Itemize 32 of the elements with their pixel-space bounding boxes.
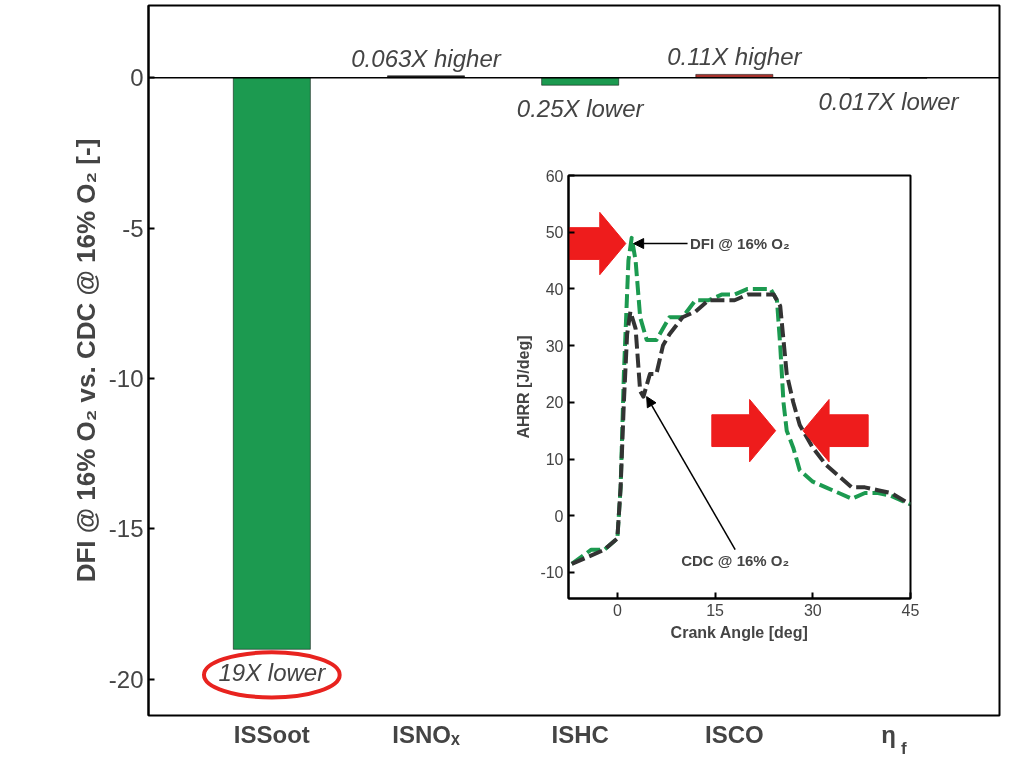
- x-tick-label: ISSoot: [233, 720, 310, 748]
- x-tick-label: ηf: [881, 720, 908, 758]
- y-tick-label: -10: [540, 564, 564, 582]
- x-tick-label: 45: [901, 601, 920, 619]
- y-tick-label: 20: [545, 394, 564, 412]
- y-tick-label: -5: [122, 214, 144, 242]
- y-tick-label: -15: [108, 515, 144, 543]
- y-tick-label: 0: [130, 64, 144, 92]
- x-tick-label: 15: [706, 601, 725, 619]
- y-tick-label: 50: [545, 224, 564, 242]
- y-tick-label: 0: [554, 507, 564, 525]
- x-tick-label: ISHC: [551, 720, 609, 748]
- x-axis-title: Crank Angle [deg]: [670, 623, 808, 641]
- annotation: 19X lower: [218, 659, 327, 687]
- annotation: DFI @ 16% O₂: [689, 235, 790, 253]
- x-tick-label: 0: [612, 601, 622, 619]
- y-tick-label: 40: [545, 280, 564, 298]
- y-tick-label: 10: [545, 451, 564, 469]
- x-tick-label: ISNOₓ: [392, 720, 460, 748]
- y-tick-label: -10: [108, 365, 144, 393]
- x-tick-label: 30: [803, 601, 822, 619]
- y-axis-title: AHRR [J/deg]: [515, 335, 533, 439]
- annotation: 0.017X lower: [818, 88, 960, 116]
- annotation: 0.063X higher: [351, 44, 502, 72]
- y-tick-label: 60: [545, 167, 564, 185]
- annotation: CDC @ 16% O₂: [681, 551, 790, 569]
- annotation: 0.25X lower: [516, 95, 645, 123]
- y-tick-label: -20: [108, 665, 144, 693]
- annotation: 0.11X higher: [667, 43, 803, 71]
- y-axis-title: DFI @ 16% O₂ vs. CDC @ 16% O₂ [-]: [70, 138, 101, 583]
- y-tick-label: 30: [545, 337, 564, 355]
- x-tick-label: ISCO: [705, 720, 764, 748]
